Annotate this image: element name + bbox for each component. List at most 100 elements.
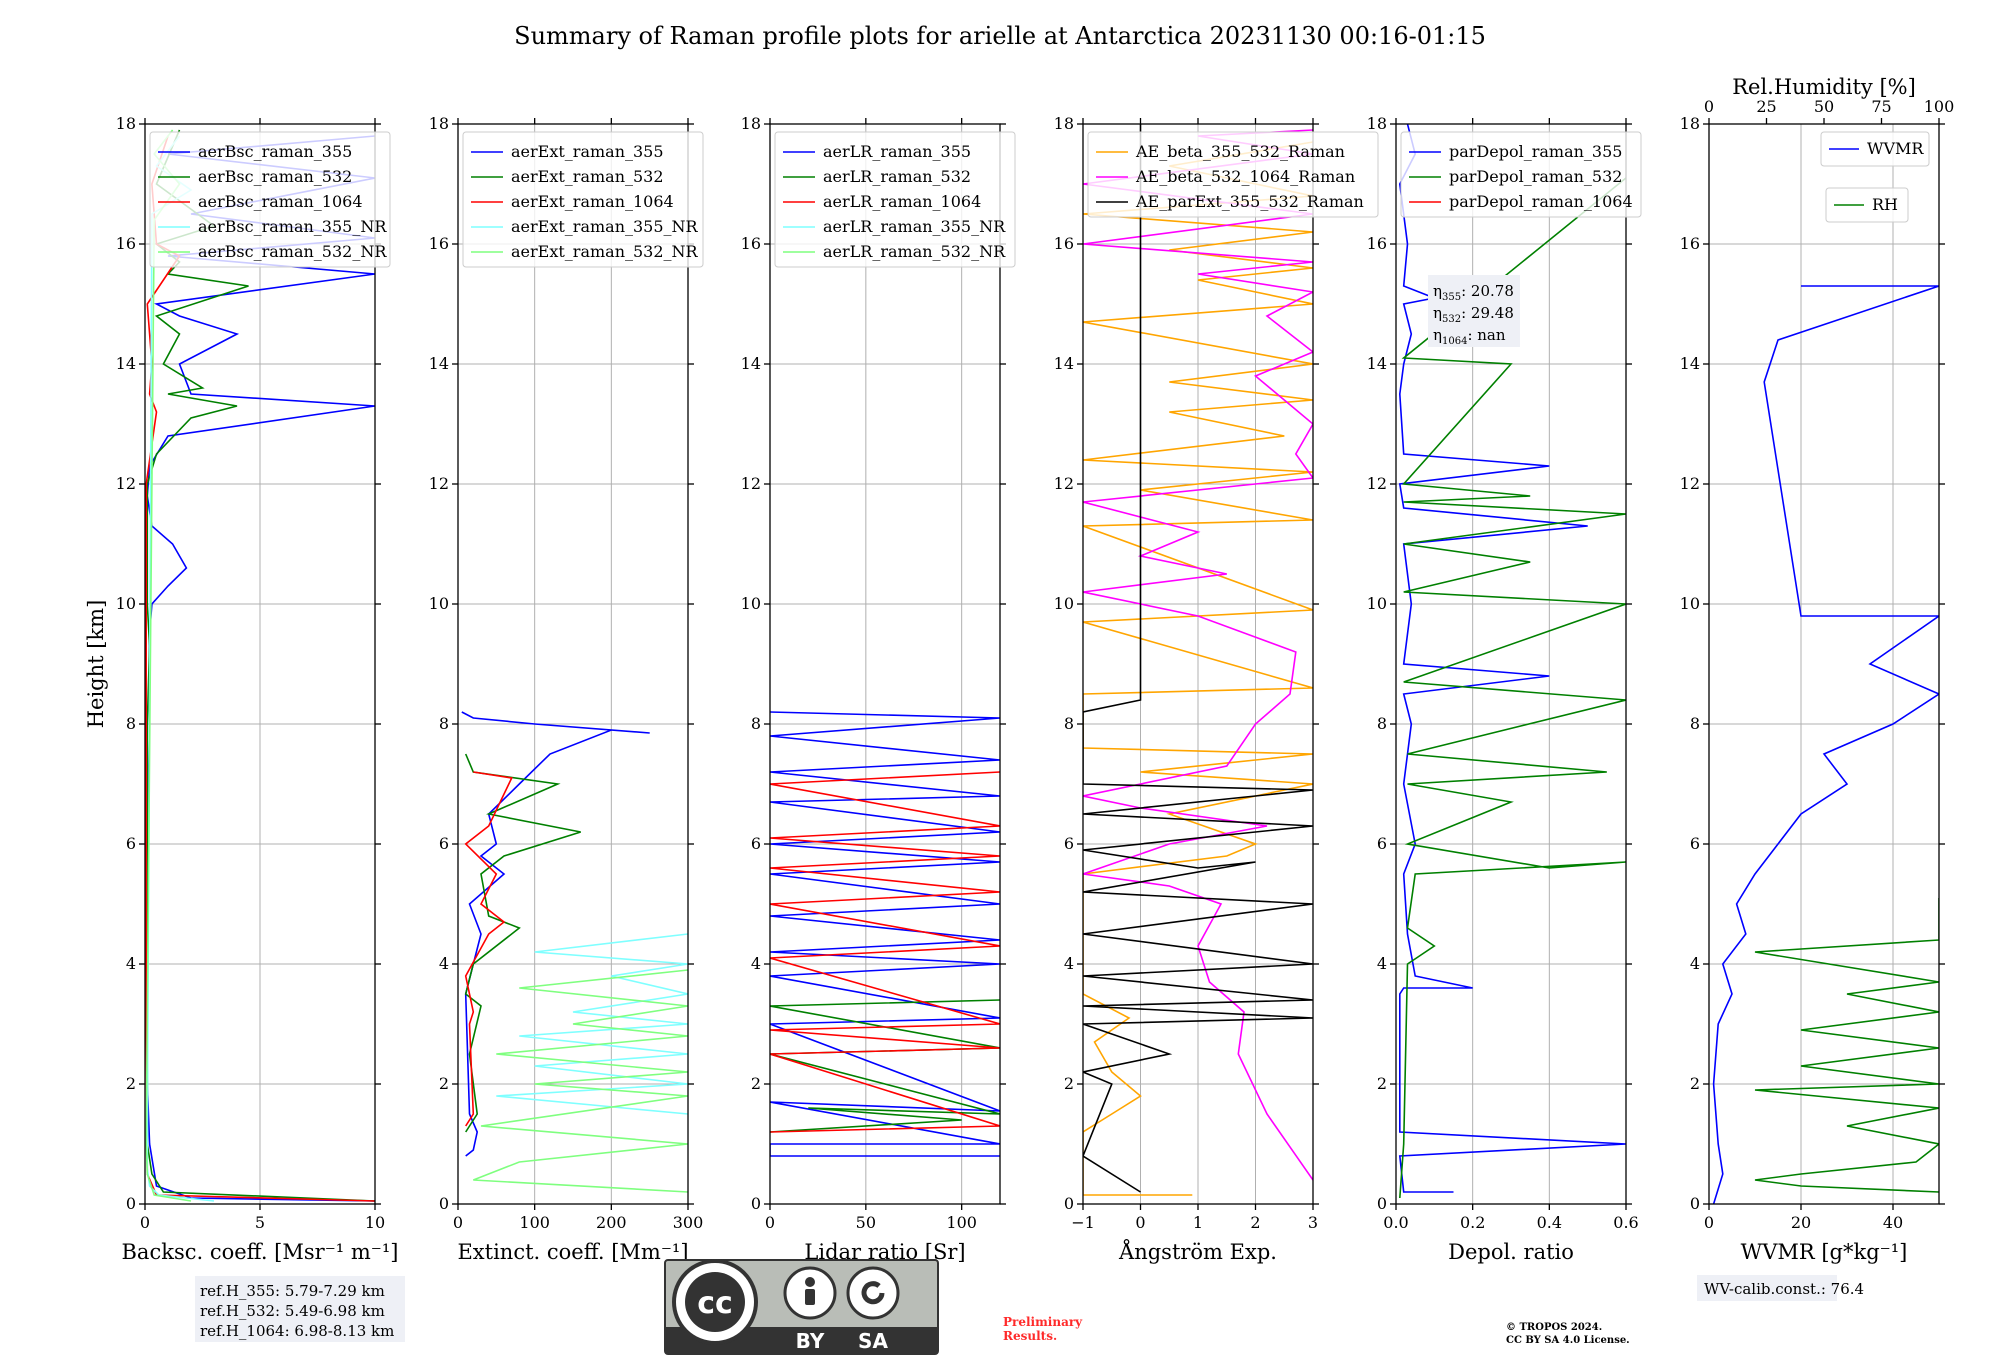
x-tick-label: 0.0 — [1383, 1213, 1408, 1232]
y-tick-label: 0 — [751, 1194, 761, 1213]
series-parDepol_raman_532 — [1399, 177, 1626, 1199]
x-axis-label: Depol. ratio — [1448, 1240, 1574, 1264]
series-AE_parExt_355_532_Raman — [1083, 124, 1313, 1193]
legend-box — [462, 131, 704, 268]
y-tick-label: 2 — [1377, 1074, 1387, 1093]
x-tick-label: 10 — [365, 1213, 385, 1232]
depol-annotation: η355: 20.78 η532: 29.48 η1064: nan — [1428, 275, 1520, 347]
y-tick-label: 6 — [126, 834, 136, 853]
series-aerBsc_raman_355_NR — [146, 135, 215, 1202]
top-tick-label: 50 — [1814, 97, 1834, 116]
y-tick-label: 0 — [1377, 1194, 1387, 1213]
y-tick-label: 8 — [126, 714, 136, 733]
y-tick-label: 18 — [429, 114, 449, 133]
series-aerLR_raman_1064 — [770, 771, 1000, 1133]
y-tick-label: 10 — [116, 594, 136, 613]
y-tick-label: 10 — [1054, 594, 1074, 613]
panel-2: 0 2 4 6 8 10 12 14 16 18 0 100 200 300 Extinct. coeff.… — [429, 114, 704, 1264]
cc-inner-icon — [685, 1272, 745, 1332]
y-tick-label: 6 — [1064, 834, 1074, 853]
top-tick-label: 75 — [1871, 97, 1891, 116]
legend: WVMR RH — [1820, 131, 1930, 223]
y-tick-label: 0 — [126, 1194, 136, 1213]
y-tick-label: 2 — [1690, 1074, 1700, 1093]
y-tick-label: 14 — [429, 354, 449, 373]
series-group — [1398, 124, 1626, 1199]
top-tick-label: 25 — [1756, 97, 1776, 116]
y-tick-label: 18 — [1054, 114, 1074, 133]
x-tick-label: 100 — [946, 1213, 977, 1232]
legend-box — [149, 131, 391, 268]
legend-box — [1087, 131, 1379, 218]
y-tick-label: 8 — [1377, 714, 1387, 733]
x-tick-label: 0 — [1135, 1213, 1145, 1232]
x-tick-label: 1 — [1193, 1213, 1203, 1232]
x-tick-label: 0 — [140, 1213, 150, 1232]
y-tick-label: 18 — [116, 114, 136, 133]
sa-arrow-icon — [861, 1281, 885, 1305]
legend: parDepol_raman_355 parDepol_raman_532 parD… — [1400, 131, 1642, 218]
y-tick-label: 10 — [741, 594, 761, 613]
legend-label: aerBsc_raman_532_NR — [198, 242, 387, 261]
legend-label: aerBsc_raman_1064 — [198, 192, 363, 211]
reference-height-box: ref.H_355: 5.79-7.29 km ref.H_532: 5.49-… — [195, 1276, 405, 1342]
x-tick-label: 0.6 — [1613, 1213, 1638, 1232]
x-tick-label: 2 — [1250, 1213, 1260, 1232]
x-tick-label: 3 — [1308, 1213, 1318, 1232]
series-group — [1083, 124, 1313, 1196]
y-tick-label: 12 — [1367, 474, 1387, 493]
series-aerExt_raman_532_NR — [473, 969, 688, 1193]
y-tick-label: 10 — [1367, 594, 1387, 613]
y-tick-label: 14 — [1680, 354, 1700, 373]
legend-label: parDepol_raman_1064 — [1449, 192, 1633, 211]
y-tick-label: 6 — [1377, 834, 1387, 853]
eta-355: η355: 20.78 — [1433, 282, 1514, 303]
preliminary-line2: Results. — [1003, 1329, 1057, 1343]
x-tick-label: 200 — [596, 1213, 627, 1232]
series-aerBsc_raman_355 — [146, 135, 375, 1202]
y-tick-label: 12 — [741, 474, 761, 493]
series-aerExt_raman_355 — [461, 711, 650, 1157]
wv-calibration-bg — [1697, 1275, 1837, 1301]
legend-label: aerExt_raman_1064 — [511, 192, 674, 211]
x-tick-label: 0 — [1704, 1213, 1714, 1232]
legend-label: aerLR_raman_355_NR — [823, 217, 1006, 236]
y-tick-label: 8 — [751, 714, 761, 733]
y-tick-label: 4 — [439, 954, 449, 973]
y-tick-label: 10 — [1680, 594, 1700, 613]
y-tick-label: 14 — [741, 354, 761, 373]
top-tick-label: 0 — [1704, 97, 1714, 116]
legend-label: aerBsc_raman_355 — [198, 142, 352, 161]
y-tick-label: 16 — [1367, 234, 1387, 253]
y-tick-label: 12 — [1054, 474, 1074, 493]
legend-box — [774, 131, 1016, 268]
series-group — [1712, 285, 1939, 1204]
y-tick-label: 16 — [741, 234, 761, 253]
y-tick-label: 12 — [1680, 474, 1700, 493]
panel-5: 0 2 4 6 8 10 12 14 16 18 0.0 0.2 0.4 0.6 Depol. ratio p… — [1367, 114, 1642, 1264]
x-tick-label: 50 — [856, 1213, 876, 1232]
axes-frame — [769, 123, 1001, 1205]
legend-label: aerExt_raman_532 — [511, 167, 664, 186]
y-tick-label: 4 — [126, 954, 136, 973]
x-axis-label: Extinct. coeff. [Mm⁻¹] — [457, 1240, 688, 1264]
axes-frame — [1395, 123, 1627, 1205]
y-tick-label: 18 — [741, 114, 761, 133]
legend-label: aerExt_raman_355_NR — [511, 217, 699, 236]
y-tick-label: 0 — [1064, 1194, 1074, 1213]
y-tick-label: 2 — [126, 1074, 136, 1093]
sa-share-icon — [846, 1266, 900, 1320]
series-WVMR — [1712, 285, 1939, 1204]
refh-1064: ref.H_1064: 6.98-8.13 km — [200, 1322, 394, 1340]
y-tick-label: 12 — [429, 474, 449, 493]
y-tick-label: 18 — [1680, 114, 1700, 133]
x-tick-label: −1 — [1071, 1213, 1095, 1232]
series-AE_beta_532_1064_Raman — [1083, 129, 1313, 1181]
x-tick-label: 0.4 — [1537, 1213, 1562, 1232]
legend-label: AE_beta_532_1064_Raman — [1135, 167, 1355, 186]
legend: aerLR_raman_355 aerLR_raman_532 aerLR_rama… — [774, 131, 1016, 268]
y-tick-label: 12 — [116, 474, 136, 493]
x-axis-label: Ångström Exp. — [1118, 1239, 1277, 1264]
